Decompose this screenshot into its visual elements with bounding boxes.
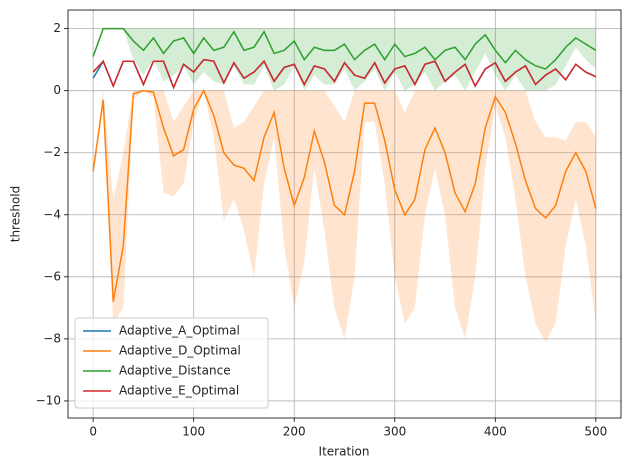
x-tick-label: 200 [283,425,306,439]
y-tick-label: −8 [43,331,61,345]
legend-label: Adaptive_A_Optimal [119,324,240,338]
legend-label: Adaptive_D_Optimal [119,344,241,358]
legend-label: Adaptive_E_Optimal [119,384,239,398]
y-tick-label: 0 [53,83,61,97]
legend-label: Adaptive_Distance [119,364,231,378]
confidence-band [93,90,596,342]
y-axis-label: threshold [9,186,23,243]
series-line [92,58,597,90]
y-tick-label: 2 [53,21,61,35]
x-tick-label: 400 [484,425,507,439]
y-tick-label: −2 [43,145,61,159]
legend-box [74,317,269,409]
x-axis-label: Iteration [319,445,370,459]
x-tick-label: 0 [89,425,97,439]
x-tick-label: 300 [383,425,406,439]
plot-frame [67,9,622,419]
y-tick-label: −6 [43,269,61,283]
y-tick-label: −4 [43,207,61,221]
x-tick-label: 500 [584,425,607,439]
y-tick-label: −10 [36,393,61,407]
x-tick-label: 100 [182,425,205,439]
series-line [92,27,597,70]
series-line [92,88,597,302]
